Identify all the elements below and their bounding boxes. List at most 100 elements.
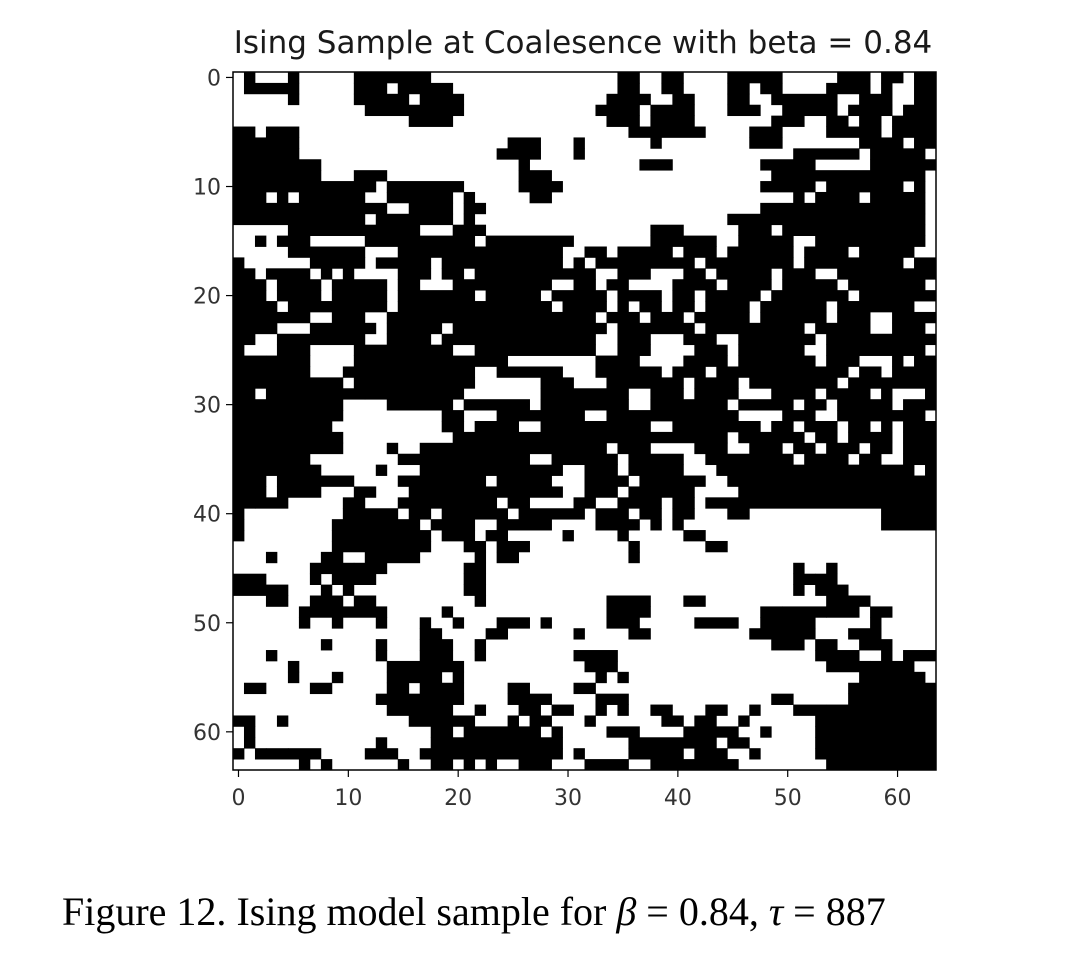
- heatmap-cell-run-r53-6: [881, 650, 893, 662]
- heatmap-cell-run-r20-9: [771, 290, 849, 302]
- heatmap-cell-run-r53-1: [375, 650, 388, 662]
- heatmap-cell-run-r25-2: [353, 344, 454, 356]
- heatmap-cell-run-r16-0: [287, 246, 366, 258]
- heatmap-cell-run-r20-4: [485, 290, 541, 302]
- heatmap-cell-run-r63-5: [485, 759, 498, 771]
- heatmap-cell-run-r32-2: [474, 421, 519, 433]
- heatmap-cell-run-r42-2: [353, 530, 432, 542]
- heatmap-cell-run-r55-5: [617, 671, 629, 684]
- heatmap-cell-run-r37-5: [584, 475, 629, 487]
- heatmap-cell-run-r18-9: [716, 268, 772, 280]
- heatmap-cell-run-r36-9: [925, 464, 937, 476]
- heatmap-cell-run-r31-1: [441, 410, 465, 422]
- heatmap-cell-run-r52-3: [474, 639, 487, 651]
- heatmap-cell-run-r18-1: [265, 268, 311, 280]
- heatmap-cell-run-r34-1: [386, 442, 399, 455]
- heatmap-cell-run-r4-5: [859, 115, 882, 127]
- heatmap-cell-run-r11-0: [233, 191, 267, 204]
- heatmap-cell-run-r59-1: [276, 715, 289, 727]
- heatmap-cell-run-r14-0: [287, 224, 377, 236]
- heatmap-cell-run-r11-3: [386, 191, 454, 204]
- heatmap-cell-run-r62-10: [815, 748, 937, 760]
- heatmap-cell-run-r39-6: [617, 497, 662, 509]
- heatmap-cell-run-r62-4: [364, 748, 399, 760]
- heatmap-cell-run-r7-0: [233, 148, 300, 160]
- heatmap-cell-run-r58-5: [617, 704, 629, 716]
- heatmap-cell-run-r5-1: [265, 126, 278, 138]
- y-tick-label-10: 10: [193, 176, 221, 201]
- heatmap-cell-run-r33-5: [848, 431, 893, 444]
- heatmap-cell-run-r24-0: [233, 333, 256, 346]
- heatmap-cell-run-r31-4: [782, 410, 816, 422]
- heatmap-cell-run-r46-5: [793, 573, 816, 585]
- heatmap-cell-run-r15-2: [364, 235, 476, 247]
- heatmap-cell-run-r33-3: [738, 431, 805, 444]
- heatmap-cell-run-r57-4: [848, 693, 937, 705]
- heatmap-cell-run-r15-4: [650, 235, 717, 247]
- heatmap-cell-run-r54-2: [584, 660, 607, 673]
- heatmap-cell-run-r34-7: [826, 442, 860, 455]
- heatmap-cell-run-r9-2: [518, 170, 552, 182]
- heatmap-cell-run-r45-1: [353, 562, 388, 575]
- heatmap-cell-run-r22-3: [606, 311, 640, 324]
- heatmap-cell-run-r16-5: [727, 246, 794, 258]
- heatmap-cell-run-r55-6: [859, 671, 926, 684]
- caption-tau-value: = 887: [793, 889, 886, 934]
- heatmap-cell-run-r42-5: [562, 530, 574, 542]
- heatmap-cell-run-r40-5: [595, 508, 629, 520]
- heatmap-cell-run-r15-3: [485, 235, 574, 247]
- heatmap-cell-run-r49-4: [782, 606, 827, 618]
- heatmap-cell-run-r53-3: [474, 650, 487, 662]
- x-tick-label-40: 40: [664, 786, 692, 811]
- heatmap-cell-run-r59-5: [584, 715, 596, 727]
- heatmap-cell-run-r63-8: [650, 759, 739, 771]
- heatmap-cell-run-r19-10: [848, 279, 926, 291]
- heatmap-cell-run-r38-5: [628, 486, 695, 498]
- x-tick-label-0: 0: [231, 786, 245, 811]
- x-tick-label-10: 10: [334, 786, 362, 811]
- heatmap-cell-run-r17-4: [441, 257, 563, 269]
- heatmap-cell-run-r54-0: [287, 660, 300, 673]
- heatmap-cell-run-r4-0: [408, 115, 454, 127]
- heatmap-cell-run-r45-4: [826, 562, 838, 575]
- heatmap-cell-run-r1-7: [760, 82, 783, 95]
- heatmap-cell-run-r35-2: [551, 453, 618, 466]
- heatmap-cell-run-r35-3: [628, 453, 684, 466]
- heatmap-cell-run-r3-2: [650, 104, 695, 117]
- heatmap-cell-run-r59-10: [848, 715, 937, 727]
- heatmap-cell-run-r52-6: [859, 639, 893, 651]
- plot-frame: [232, 71, 937, 771]
- heatmap-cell-run-r18-11: [837, 268, 937, 280]
- heatmap-cell-run-r45-3: [793, 562, 805, 575]
- heatmap-cell-run-r29-1: [243, 388, 256, 400]
- heatmap-cell-run-r48-0: [265, 595, 289, 607]
- heatmap-cell-run-r4-1: [606, 115, 640, 127]
- heatmap-cell-run-r42-7: [683, 530, 706, 542]
- heatmap-cell-run-r6-1: [265, 137, 289, 149]
- heatmap-cell-run-r20-10: [859, 290, 937, 302]
- heatmap-cell-run-r21-6: [672, 301, 695, 313]
- y-tick-label-60: 60: [193, 721, 221, 746]
- heatmap-cell-run-r58-0: [386, 704, 454, 716]
- heatmap-cell-run-r24-7: [738, 333, 816, 346]
- heatmap-cell-run-r2-5: [727, 93, 750, 106]
- heatmap-cell-run-r36-2: [419, 464, 476, 476]
- heatmap-cell-run-r43-2: [463, 540, 487, 553]
- heatmap-cell-run-r0-5: [727, 72, 783, 84]
- y-tick-label-0: 0: [207, 66, 221, 91]
- heatmap-cell-run-r6-2: [287, 137, 300, 149]
- heatmap-cell-run-r30-7: [672, 399, 728, 411]
- heatmap-cell-run-r26-3: [353, 355, 509, 367]
- heatmap-cells: [233, 72, 937, 771]
- heatmap-cell-run-r30-1: [254, 399, 267, 411]
- heatmap-cell-run-r26-5: [683, 355, 728, 367]
- heatmap-cell-run-r22-1: [331, 311, 366, 324]
- heatmap-cell-run-r44-5: [496, 551, 519, 564]
- heatmap-cell-run-r60-0: [243, 726, 256, 738]
- heatmap-cell-run-r60-6: [760, 726, 772, 738]
- heatmap-cell-run-r26-4: [595, 355, 640, 367]
- heatmap-cell-run-r21-5: [639, 301, 662, 313]
- heatmap-cell-run-r51-2: [573, 628, 585, 640]
- heatmap-cell-run-r59-7: [694, 715, 717, 727]
- heatmap-cell-run-r23-0: [233, 322, 245, 335]
